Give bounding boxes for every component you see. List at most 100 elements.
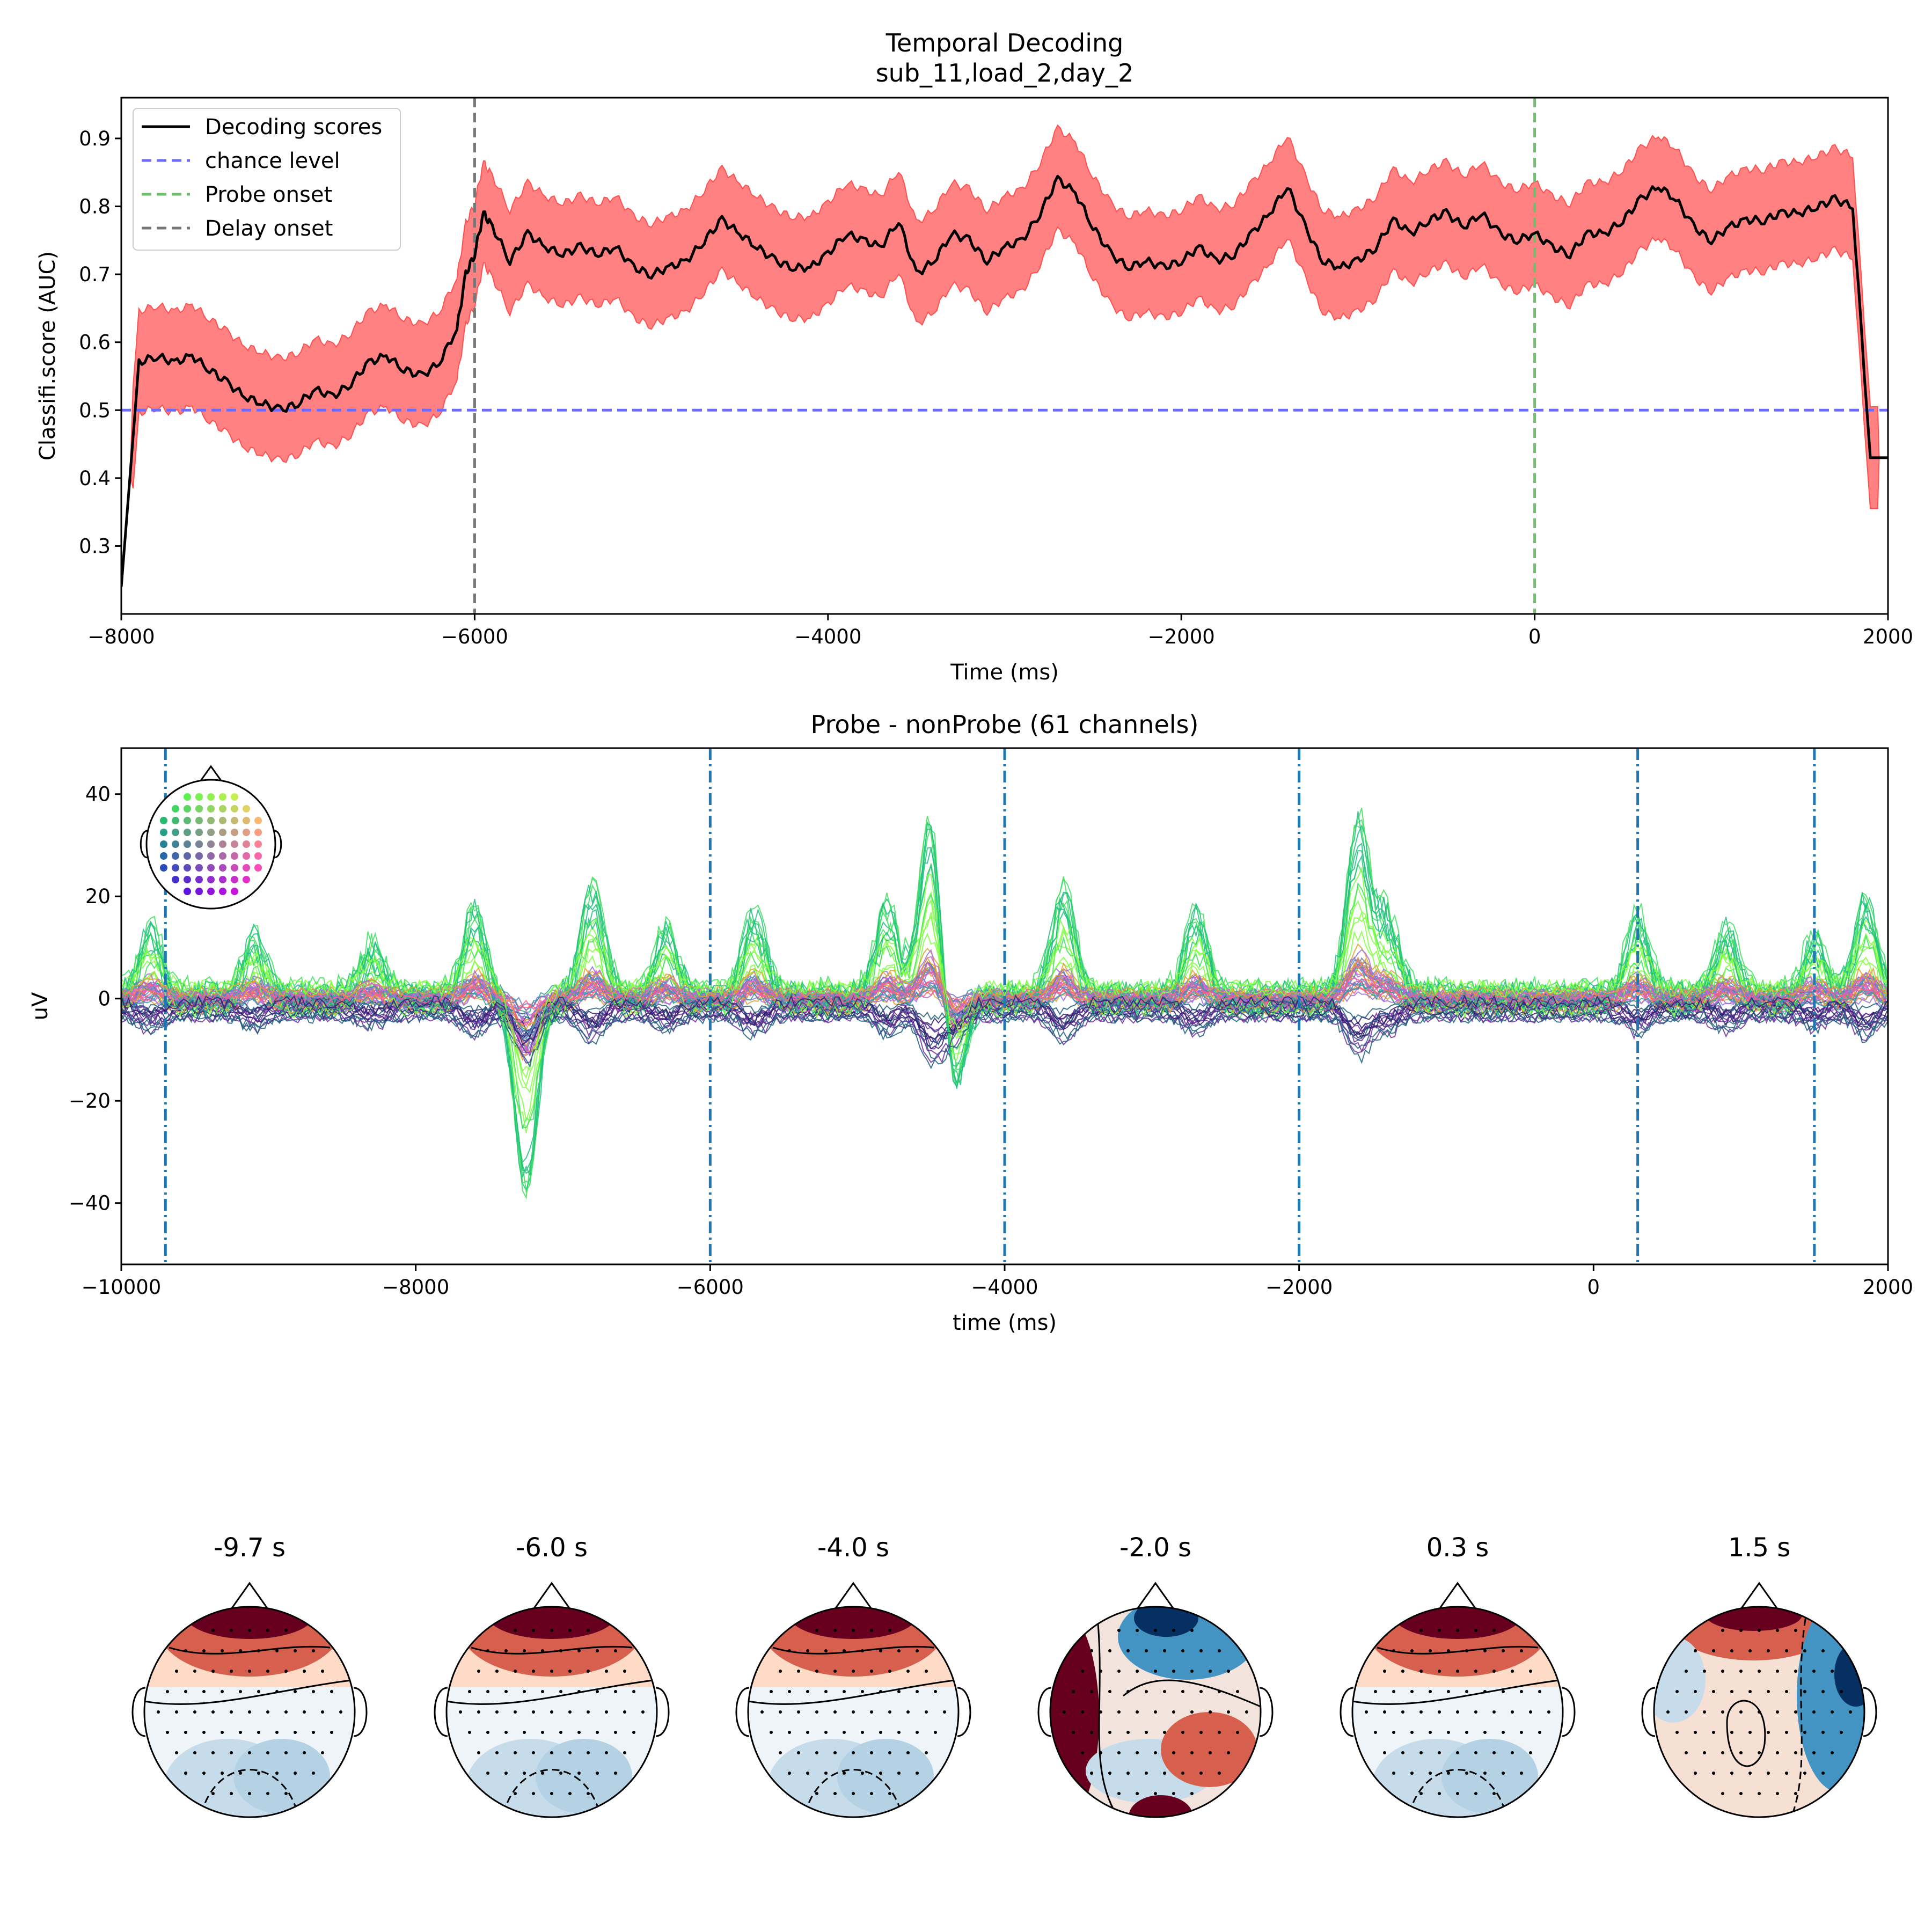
inset-sensor-dot (254, 829, 262, 836)
inset-sensor-dot (207, 864, 215, 872)
topomap-sensor-dot (1767, 1731, 1770, 1734)
topomap-sensor-dot (1529, 1751, 1532, 1754)
topomap-sensor-dot (266, 1670, 269, 1673)
topomap-sensor-dot (1730, 1690, 1733, 1693)
topomap-sensor-dot (504, 1690, 508, 1693)
topomap-sensor-dot (1181, 1731, 1184, 1734)
topomap-sensor-dot (1758, 1792, 1761, 1795)
topomap-sensor-dot (157, 1710, 160, 1714)
inset-sensor-dot (254, 864, 262, 872)
topomap-head-outline (445, 1606, 658, 1818)
inset-sensor-dot (195, 840, 203, 848)
topomap-sensor-dot (1365, 1710, 1368, 1714)
topomap-sensor-dot (541, 1690, 544, 1693)
topomap-sensor-dot (1502, 1649, 1505, 1652)
topomap-sensor-dot (623, 1710, 626, 1714)
inset-sensor-dot (184, 805, 191, 813)
topomap-sensor-dot (906, 1670, 910, 1673)
topomap-sensor-dot (495, 1751, 499, 1754)
topomap-sensor-dot (1803, 1731, 1806, 1734)
topomap-sensor-dot (1154, 1670, 1157, 1673)
topomap-sensor-dot (1803, 1772, 1806, 1775)
topomap-sensor-dot (815, 1629, 818, 1632)
topomap-field (144, 1607, 355, 1817)
topomap-sensor-dot (1145, 1731, 1148, 1734)
decoding-y-tick-label: 0.9 (79, 127, 111, 150)
topomap-sensor-dot (824, 1772, 828, 1775)
topomap-nose (834, 1582, 873, 1609)
topomap-sensor-dot (1703, 1670, 1706, 1673)
inset-sensor-dot (219, 793, 226, 801)
topomap-sensor-dot (321, 1670, 324, 1673)
topomap-sensor-dot (221, 1649, 224, 1652)
topomap-sensor-dot (211, 1751, 215, 1754)
topomap-sensor-dot (925, 1751, 928, 1754)
topomap-ear-right (353, 1687, 368, 1737)
topomap-sensor-dot (1392, 1690, 1395, 1693)
topomap-sensor-dot (459, 1710, 462, 1714)
topomap-sensor-dot (550, 1751, 553, 1754)
topomap-sensor-dot (1502, 1690, 1505, 1693)
decoding-y-tick-label: 0.3 (79, 535, 111, 558)
topomap-sensor-dot (788, 1649, 791, 1652)
topomap-region (233, 1739, 330, 1814)
topomap-sensor-dot (1538, 1690, 1541, 1693)
topomap-sensor-dot (1803, 1690, 1806, 1693)
topomap-sensor-dot (934, 1731, 937, 1734)
topomap-sensor-dot (587, 1792, 590, 1795)
decoding-title: Temporal Decoding (885, 28, 1124, 57)
topomap-sensor-dot (1666, 1710, 1670, 1714)
topomap-sensor-dot (1712, 1731, 1715, 1734)
topomap-sensor-dot (1181, 1649, 1184, 1652)
topomap-sensor-dot (266, 1751, 269, 1754)
topomap-sensor-dot (833, 1751, 837, 1754)
evoked-x-ticks: −10000 −8000 −6000 −4000 −2000 0 2000 (82, 1264, 1913, 1299)
topomap-sensor-dot (257, 1649, 260, 1652)
topomap-sensor-dot (605, 1710, 608, 1714)
topomap-sensor-dot (312, 1649, 315, 1652)
decoding-axes-frame (120, 97, 1889, 615)
topomap-sensor-dot (605, 1670, 608, 1673)
topomap-sensor-dot (788, 1772, 791, 1775)
topomap-sensor-dot (1465, 1731, 1468, 1734)
inset-sensor-dot (231, 888, 238, 895)
topomap-sensor-dot (1447, 1772, 1450, 1775)
topomap-sensor-dot (1721, 1792, 1724, 1795)
topomap-sensor-dot (184, 1731, 187, 1734)
topomap-sensor-dot (897, 1649, 901, 1652)
topomap-sensor-dot (1163, 1731, 1166, 1734)
topomap-sensor-dot (504, 1772, 508, 1775)
topomap-sensor-dot (1785, 1731, 1788, 1734)
topomap-sensor-dot (275, 1649, 279, 1652)
topomap-sensor-dot (1401, 1751, 1404, 1754)
inset-sensor-dot (172, 864, 179, 872)
topomap-sensor-dot (202, 1690, 206, 1693)
topomap-sensor-dot (1190, 1792, 1194, 1795)
topomap-sensor-dot (477, 1710, 480, 1714)
topomap-sensor-dot (532, 1751, 535, 1754)
topomap-row: -9.7 s -6.0 s -4.0 s -2.0 s 0.3 s 1.5 s (131, 1533, 1877, 1818)
topomap-sensor-dot (1474, 1710, 1477, 1714)
topomap-sensor-dot (1520, 1690, 1523, 1693)
topomap-sensor-dot (221, 1772, 224, 1775)
topomap-sensor-dot (266, 1710, 269, 1714)
topomap-sensor-dot (514, 1751, 517, 1754)
topomap-sensor-dot (1227, 1751, 1230, 1754)
topomap-contour (1408, 1769, 1507, 1814)
topomap-sensor-dot (532, 1670, 535, 1673)
topomap-sensor-dot (294, 1649, 297, 1652)
topomap-time-label: -9.7 s (214, 1533, 286, 1563)
topomap-sensor-dot (843, 1731, 846, 1734)
topomap-sensor-dot (248, 1751, 251, 1754)
topomap-sensor-dot (1794, 1710, 1797, 1714)
topomap-sensor-dot (294, 1731, 297, 1734)
topomap-sensor-dot (230, 1792, 233, 1795)
topomap-sensor-dot (577, 1690, 581, 1693)
inset-sensor-dot (243, 840, 250, 848)
inset-sensor-dot (172, 805, 179, 813)
topomap-sensor-dot (321, 1710, 324, 1714)
topomap-sensor-dot (1492, 1710, 1496, 1714)
topomap-sensor-dot (906, 1710, 910, 1714)
topomap-sensor-dot (1511, 1710, 1514, 1714)
topomap-sensor-dot (1163, 1690, 1166, 1693)
